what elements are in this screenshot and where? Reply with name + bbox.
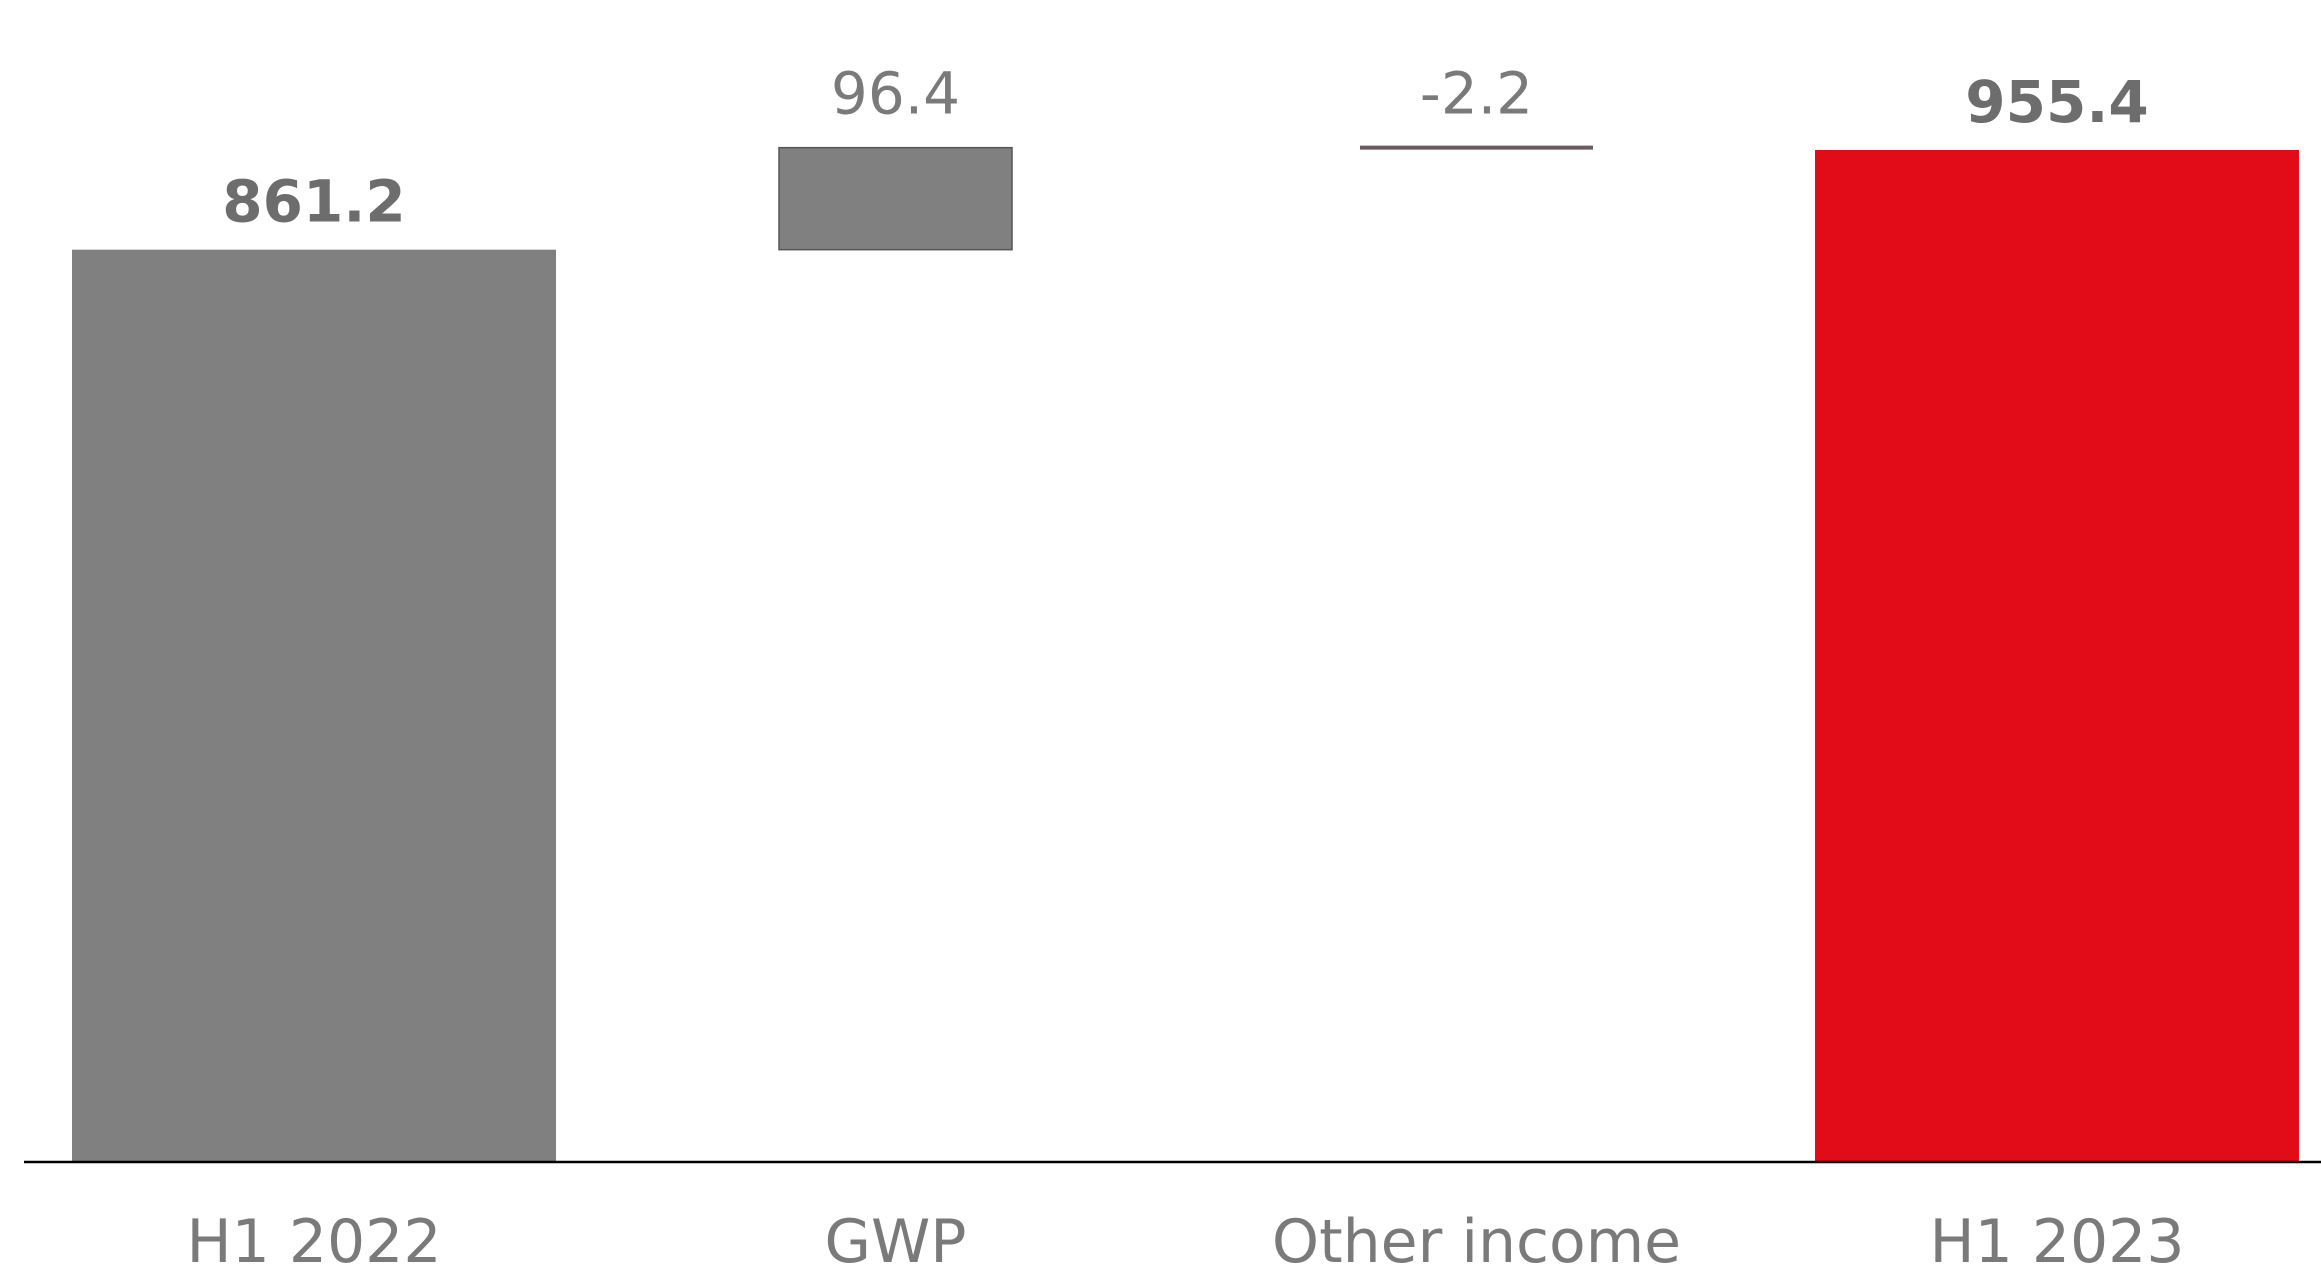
x-tick-label-h1-2022: H1 2022 <box>186 1207 441 1273</box>
x-tick-label-other-income: Other income <box>1272 1207 1681 1273</box>
x-tick-label-gwp: GWP <box>824 1207 966 1273</box>
bar-gwp <box>778 146 1013 251</box>
data-label-gwp: 96.4 <box>831 60 960 128</box>
data-label-other-income: -2.2 <box>1420 60 1533 128</box>
x-tick-label-h1-2023: H1 2023 <box>1929 1207 2184 1273</box>
labels-layer: 861.2 H1 2022 96.4 GWP -2.2 Other income 955.4… <box>186 60 2184 1273</box>
bar-h1-2023 <box>1815 150 2299 1161</box>
data-label-h1-2022: 861.2 <box>222 168 405 236</box>
bar-h1-2022 <box>72 249 556 1162</box>
data-label-h1-2023: 955.4 <box>1965 68 2148 136</box>
bars-layer <box>72 145 2299 1162</box>
